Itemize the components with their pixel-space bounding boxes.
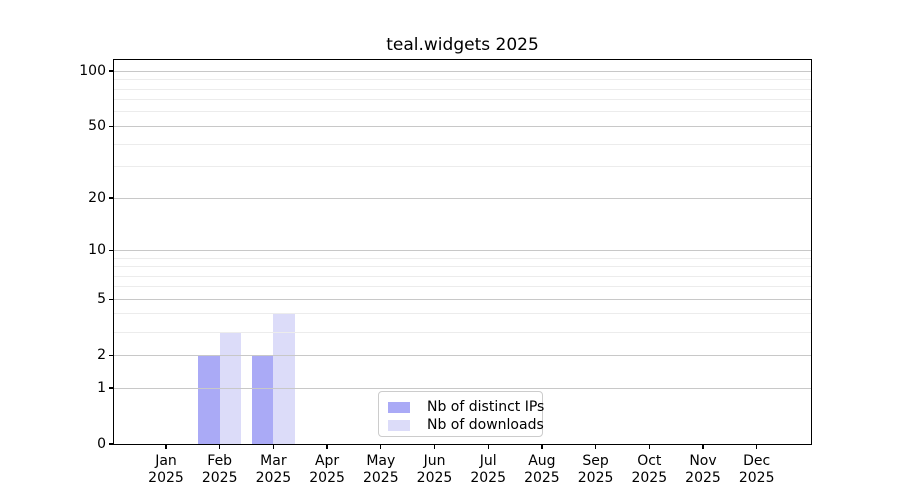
x-tick-year: 2025: [148, 470, 184, 486]
x-tick-label: Aug 2025: [510, 453, 574, 487]
x-tick-month: Mar: [260, 453, 287, 469]
x-tick-year: 2025: [470, 470, 506, 486]
x-tick-mark: [219, 444, 221, 449]
x-tick-mark: [487, 444, 489, 449]
gridline-minor: [114, 313, 811, 315]
y-tick-mark: [108, 197, 114, 199]
gridline-major: [114, 249, 811, 251]
chart-title: teal.widgets 2025: [386, 35, 539, 55]
x-tick-label: Jul 2025: [456, 453, 520, 487]
gridline-minor: [114, 266, 811, 267]
x-tick-month: Apr: [314, 453, 340, 469]
x-tick-month: Jul: [479, 453, 497, 469]
x-tick-label: Nov 2025: [671, 453, 735, 487]
legend-item-distinct-ips: Nb of distinct IPs: [379, 399, 545, 415]
gridline-minor: [114, 286, 811, 288]
gridline-major: [114, 197, 811, 199]
x-tick-year: 2025: [309, 470, 345, 486]
y-tick-mark: [108, 298, 114, 300]
legend-swatch-distinct-ips: [388, 401, 410, 413]
x-tick-month: Feb: [207, 453, 233, 469]
y-tick-label: 5: [97, 291, 106, 308]
x-tick-label: May 2025: [349, 453, 413, 487]
gridline-minor: [114, 275, 811, 277]
legend-label-downloads: Nb of downloads: [427, 417, 544, 433]
x-tick-mark: [165, 444, 167, 449]
gridline-minor: [114, 166, 811, 168]
x-tick-label: Jan 2025: [134, 453, 198, 487]
y-tick-label: 2: [97, 347, 106, 364]
x-tick-label: Mar 2025: [241, 453, 305, 487]
gridline-major: [114, 387, 811, 389]
x-tick-month: Aug: [528, 453, 556, 469]
x-tick-month: Dec: [743, 453, 771, 469]
x-tick-mark: [272, 444, 275, 449]
legend-label-distinct-ips: Nb of distinct IPs: [427, 399, 545, 415]
x-tick-year: 2025: [631, 470, 668, 486]
gridline-major: [114, 298, 811, 300]
gridline-minor: [114, 79, 811, 81]
x-tick-year: 2025: [685, 470, 721, 486]
y-tick-label: 50: [88, 118, 106, 135]
x-tick-label: Oct 2025: [617, 453, 681, 487]
x-tick-month: May: [366, 453, 396, 469]
bar-distinct-ips: [198, 355, 220, 444]
x-tick-month: Sep: [582, 453, 609, 469]
gridline-minor: [114, 88, 811, 90]
x-tick-mark: [648, 444, 650, 449]
y-tick-mark: [108, 443, 114, 445]
gridline-minor: [114, 99, 811, 101]
plot-area: [113, 59, 812, 445]
y-tick-mark: [108, 354, 114, 356]
bar-distinct-ips: [252, 355, 274, 444]
x-tick-month: Jan: [155, 453, 177, 469]
x-tick-label: Dec 2025: [725, 453, 789, 487]
gridline-major: [114, 70, 811, 72]
x-tick-label: Sep 2025: [564, 453, 628, 487]
x-tick-year: 2025: [416, 470, 453, 486]
legend: Nb of distinct IPs Nb of downloads: [378, 391, 545, 437]
legend-swatch-downloads: [388, 419, 410, 431]
gridline-minor: [114, 331, 811, 333]
gridline-minor: [114, 143, 811, 145]
x-tick-mark: [326, 444, 328, 449]
x-tick-label: Feb 2025: [188, 453, 252, 487]
x-tick-mark: [380, 444, 382, 449]
y-tick-label: 10: [88, 242, 106, 259]
y-tick-mark: [108, 125, 114, 128]
x-tick-year: 2025: [201, 470, 238, 486]
bar-downloads: [273, 313, 295, 444]
x-tick-year: 2025: [524, 470, 560, 486]
gridline-minor: [114, 111, 811, 113]
y-tick-mark: [108, 70, 114, 72]
x-tick-month: Oct: [637, 453, 662, 469]
x-tick-year: 2025: [738, 470, 775, 486]
x-tick-mark: [756, 444, 758, 449]
gridline-minor: [114, 257, 811, 259]
gridline-major: [114, 354, 811, 356]
x-tick-month: Nov: [689, 453, 717, 469]
x-tick-mark: [541, 444, 543, 449]
gridline-major: [114, 125, 811, 127]
x-tick-year: 2025: [577, 470, 614, 486]
x-tick-label: Apr 2025: [295, 453, 359, 487]
x-tick-year: 2025: [255, 470, 292, 486]
x-tick-mark: [433, 444, 436, 449]
x-tick-month: Jun: [423, 453, 446, 469]
y-tick-label: 100: [79, 63, 106, 80]
y-tick-mark: [108, 387, 114, 389]
y-tick-label: 1: [97, 380, 106, 396]
y-tick-mark: [108, 249, 114, 251]
y-tick-label: 20: [88, 190, 106, 207]
x-tick-mark: [702, 444, 704, 449]
x-tick-label: Jun 2025: [403, 453, 467, 487]
x-tick-mark: [594, 444, 597, 449]
x-tick-year: 2025: [362, 470, 399, 486]
y-tick-label: 0: [97, 436, 106, 452]
legend-item-downloads: Nb of downloads: [379, 417, 544, 433]
